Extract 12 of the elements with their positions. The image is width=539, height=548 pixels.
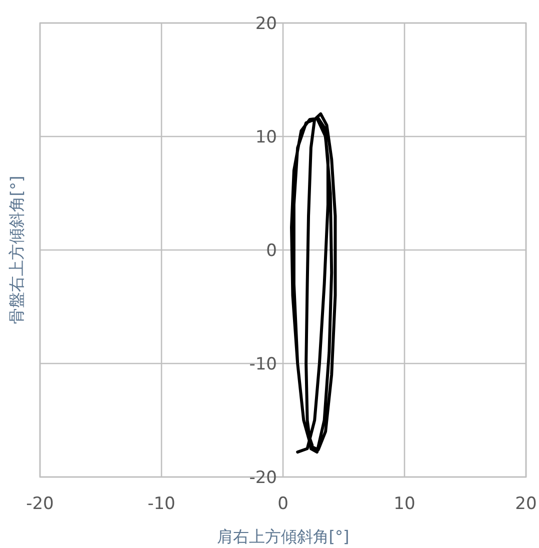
y-tick-label: 10 (255, 128, 277, 148)
x-axis-title: 肩右上方傾斜角[°] (216, 527, 350, 546)
x-tick-label: -10 (148, 494, 176, 514)
x-tick-label: 10 (394, 494, 416, 514)
line-series (290, 112, 337, 454)
x-tick-label: 20 (515, 494, 537, 514)
y-tick-label: 0 (266, 241, 277, 261)
x-tick-label: -20 (26, 494, 54, 514)
y-axis-title: 骨盤右上方傾斜角[°] (7, 176, 26, 324)
y-tick-label: -10 (249, 354, 277, 374)
y-tick-label: -20 (249, 468, 277, 488)
y-tick-label: 20 (255, 14, 277, 34)
